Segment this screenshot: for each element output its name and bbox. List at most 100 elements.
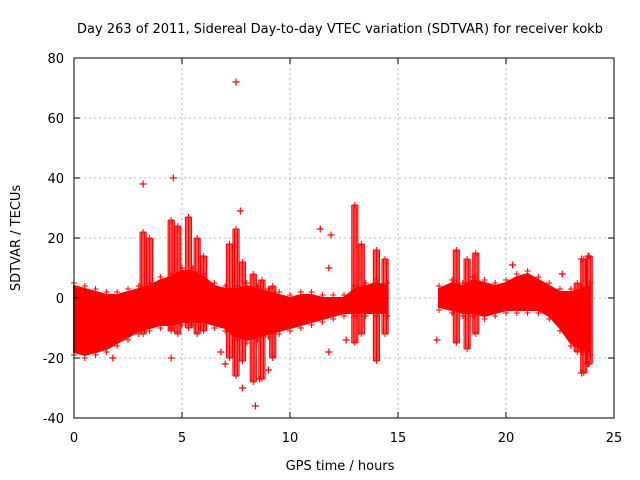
data-point xyxy=(308,322,315,328)
outlier-point xyxy=(232,78,240,86)
data-spike xyxy=(580,256,588,376)
y-tick-label: -20 xyxy=(43,352,64,367)
data-layer xyxy=(71,78,594,410)
data-point xyxy=(341,292,347,298)
data-point xyxy=(319,292,326,298)
data-spike xyxy=(585,253,593,367)
data-point xyxy=(265,286,272,292)
outlier-point xyxy=(256,375,264,383)
data-point xyxy=(319,319,326,325)
data-point xyxy=(81,355,88,361)
data-point xyxy=(103,349,110,355)
data-point xyxy=(459,280,466,286)
data-point xyxy=(535,274,542,280)
data-point xyxy=(524,268,531,274)
x-tick-label: 25 xyxy=(606,431,623,446)
data-point xyxy=(492,313,499,319)
outlier-point xyxy=(236,207,244,215)
y-tick-label: 60 xyxy=(47,112,64,127)
x-tick-label: 10 xyxy=(282,431,299,446)
data-spike xyxy=(472,250,480,337)
x-axis-label: GPS time / hours xyxy=(286,459,395,474)
data-point xyxy=(92,352,99,358)
data-spike xyxy=(174,223,182,337)
y-tick-label: 80 xyxy=(47,52,64,67)
data-point xyxy=(125,337,131,343)
data-point xyxy=(103,289,110,295)
outlier-point xyxy=(584,252,592,260)
data-point xyxy=(189,265,196,271)
data-point xyxy=(189,322,196,328)
data-point xyxy=(157,325,164,331)
data-point xyxy=(492,280,499,286)
outlier-point xyxy=(325,264,333,272)
grid xyxy=(74,58,614,418)
outlier-point xyxy=(342,336,350,344)
data-spike xyxy=(200,253,208,334)
data-point xyxy=(243,340,250,346)
data-point xyxy=(524,310,531,316)
data-point xyxy=(436,307,443,313)
data-point xyxy=(503,310,509,316)
data-point xyxy=(254,337,261,343)
data-point xyxy=(114,343,121,349)
data-point xyxy=(341,313,347,319)
data-point xyxy=(513,271,520,277)
data-spike xyxy=(357,241,365,337)
x-tick-label: 5 xyxy=(178,431,186,446)
data-point xyxy=(276,289,283,295)
data-point xyxy=(557,286,563,292)
data-spike xyxy=(238,259,247,364)
data-spike xyxy=(463,256,471,352)
data-point xyxy=(254,283,261,289)
data-point xyxy=(276,331,283,337)
data-point xyxy=(546,280,553,286)
y-tick-label: -40 xyxy=(43,412,64,427)
outlier-point xyxy=(327,231,335,239)
data-spike xyxy=(381,256,389,337)
data-point xyxy=(362,280,369,286)
data-point xyxy=(481,316,488,322)
data-point xyxy=(243,280,250,286)
data-point xyxy=(287,328,293,334)
outlier-point xyxy=(251,402,259,410)
data-point xyxy=(211,280,218,286)
outlier-point xyxy=(508,261,516,269)
data-point xyxy=(287,292,293,298)
data-spike xyxy=(258,277,266,382)
y-tick-label: 20 xyxy=(47,232,64,247)
data-point xyxy=(297,325,304,331)
data-point xyxy=(157,274,164,280)
data-point xyxy=(297,289,304,295)
data-spike xyxy=(146,235,154,331)
outlier-point xyxy=(238,384,246,392)
data-point xyxy=(449,277,455,283)
data-spike xyxy=(372,247,380,364)
data-spike xyxy=(351,202,359,346)
outlier-point xyxy=(264,366,272,374)
data-point xyxy=(503,277,509,283)
data-point xyxy=(459,313,466,319)
data-spike xyxy=(249,271,257,385)
data-point xyxy=(481,277,488,283)
data-spike xyxy=(573,280,581,355)
x-axis-ticks: 0 5 10 15 20 25 xyxy=(70,58,622,446)
y-tick-label: 40 xyxy=(47,172,64,187)
data-point xyxy=(179,322,185,328)
chart-title: Day 263 of 2011, Sidereal Day-to-day VTE… xyxy=(77,22,603,37)
data-point xyxy=(449,310,455,316)
data-point xyxy=(114,289,121,295)
data-point xyxy=(81,283,88,289)
data-point xyxy=(308,289,315,295)
data-point xyxy=(535,310,542,316)
data-point xyxy=(567,286,574,292)
data-point xyxy=(125,286,131,292)
data-point xyxy=(135,283,142,289)
data-point xyxy=(179,265,185,271)
outlier-point xyxy=(316,225,324,233)
x-tick-label: 20 xyxy=(498,431,515,446)
data-point xyxy=(222,283,229,289)
outlier-point xyxy=(167,354,175,362)
data-point xyxy=(330,292,337,298)
outlier-point xyxy=(217,348,225,356)
